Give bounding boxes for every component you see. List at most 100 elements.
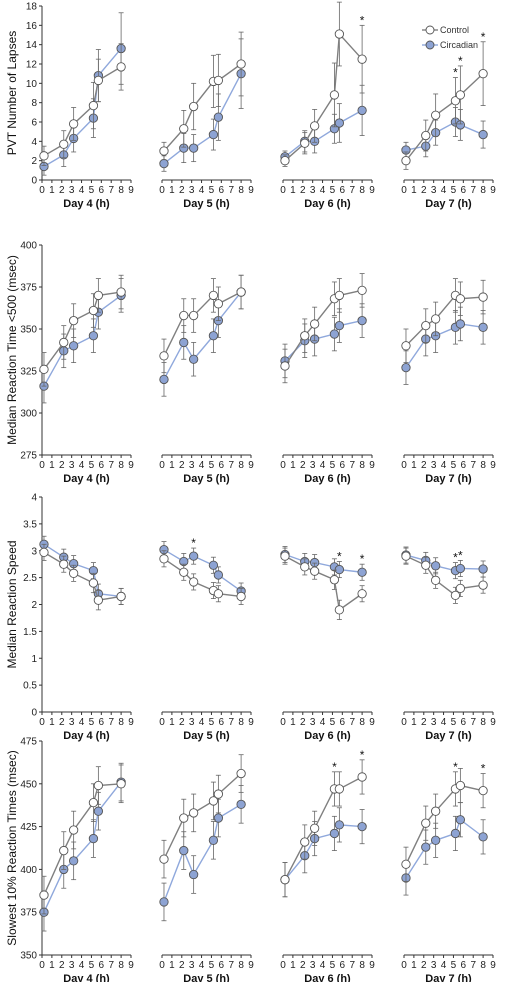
panel-3-3: 0 1 2 3 4 5 6 7 8 9 Day 6 (h) * * [280,546,375,742]
x-tick-label: 3 [431,185,437,196]
y-tick-label: 4 [31,137,37,148]
series-line [163,63,242,152]
y-tick-label: 400 [20,865,37,876]
x-tick-label: 3 [189,460,195,471]
data-point-control [236,768,246,779]
data-point-control [334,605,345,615]
x-tick-label: 6 [340,717,346,728]
data-point-circadian [188,143,199,153]
data-point-circadian [450,828,461,839]
data-point-control [334,29,345,39]
data-point-control [430,806,441,816]
x-tick-label: 9 [128,460,134,471]
data-point-circadian [159,897,169,907]
data-point-control [478,785,488,796]
data-point-control [329,90,340,100]
data-point-control [93,75,104,86]
x-tick-label: 6 [461,717,467,728]
data-point-control [401,551,411,561]
y-axis-label: Median Reaction Speed [5,540,19,668]
x-tick-label: 3 [189,185,195,196]
x-tick-label: 7 [470,717,476,728]
x-tick-label: 9 [490,717,496,728]
data-point-control [188,101,199,112]
data-point-control [213,299,224,309]
data-point-control [88,578,99,588]
panel-4-1: 350 375 400 425 450 475 0 1 2 3 4 5 6 7 8 9 Day 4 (h) [20,737,134,982]
x-tick-label: 8 [480,960,486,971]
data-point-control [455,583,466,594]
series-line [284,289,363,367]
series-control [280,759,367,898]
y-axis-label: Median Reaction Time <500 (msec) [5,255,19,445]
data-point-control [455,294,466,304]
data-point-control [179,124,189,134]
x-tick-label: 8 [118,185,124,196]
data-point-circadian [88,833,99,844]
series-control [159,754,246,879]
series-line [163,549,242,592]
x-tick-label: 1 [49,717,55,728]
data-point-control [179,813,189,823]
data-point-control [401,341,411,351]
x-tick-label: 4 [199,717,205,728]
x-tick-label: 1 [411,185,417,196]
x-tick-label: 4 [441,185,447,196]
data-point-control [421,130,431,141]
y-tick-label: 12 [26,60,38,71]
data-point-control [236,59,246,69]
x-tick-label: 0 [401,717,407,728]
x-tick-label: 4 [320,960,326,971]
y-tick-label: 375 [20,283,37,294]
panel-2-4: 0 1 2 3 4 5 6 7 8 9 Day 7 (h) [401,278,496,485]
data-point-circadian [334,320,345,331]
significance-star: * [458,548,463,562]
data-point-control [334,784,345,794]
data-point-control [309,121,320,131]
significance-star: * [453,760,458,774]
significance-star: * [481,762,486,776]
x-tick-label: 3 [310,185,316,196]
chart-row-2: Median Reaction Time <500 (msec)27530032… [5,241,496,486]
series-circadian [159,274,246,397]
series-control [280,547,367,620]
data-point-control [59,559,69,569]
data-point-control [421,320,431,331]
data-point-control [236,287,246,297]
data-point-control [213,75,224,86]
significance-star: * [453,551,458,565]
x-tick-label: 0 [401,460,407,471]
series-line [43,543,122,598]
data-point-circadian [334,564,345,575]
data-point-control [208,796,219,806]
x-tick-label: 7 [228,960,234,971]
y-tick-label: 0 [31,176,37,187]
x-tick-label: 0 [39,185,45,196]
x-tick-label: 4 [320,185,326,196]
data-point-control [159,554,169,564]
y-tick-label: 375 [20,908,37,919]
x-tick-label: 3 [189,717,195,728]
y-tick-label: 300 [20,409,37,420]
series-line [284,553,363,573]
x-tick-label: 0 [159,717,165,728]
panel-4-4: 0 1 2 3 4 5 6 7 8 9 Day 7 (h) * * [401,760,496,982]
x-tick-label: 5 [209,717,215,728]
data-point-circadian [455,563,466,574]
x-tick-label: 0 [280,460,286,471]
series-control [401,41,488,170]
data-point-control [309,566,320,576]
data-point-control [357,285,367,296]
data-point-control [88,100,99,111]
y-tick-label: 0.5 [23,681,37,692]
data-point-control [430,110,441,120]
x-tick-label: 3 [69,960,75,971]
x-tick-label: 2 [300,185,306,196]
y-tick-label: 4 [31,493,37,504]
data-point-control [93,290,104,301]
data-point-control [401,156,411,166]
x-tick-label: 9 [128,185,134,196]
